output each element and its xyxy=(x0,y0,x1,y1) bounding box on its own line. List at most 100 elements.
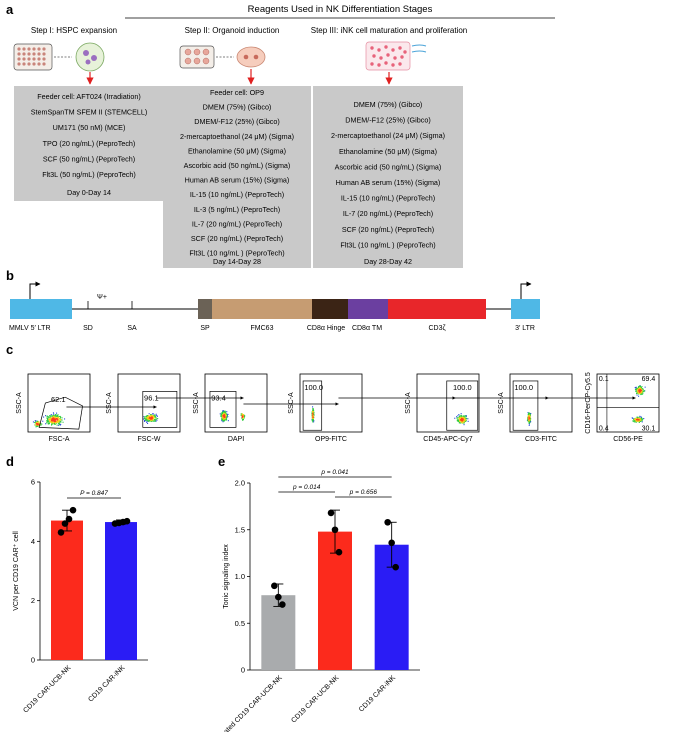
event-dot xyxy=(636,390,638,392)
event-dot xyxy=(457,419,459,421)
event-dot xyxy=(147,417,149,419)
flow-plot-frame xyxy=(416,373,480,433)
event-dot xyxy=(56,417,58,419)
event-dot xyxy=(222,418,224,420)
event-dot xyxy=(462,421,464,423)
event-dot xyxy=(35,423,37,425)
event-dot xyxy=(635,421,637,423)
event-dot xyxy=(642,418,644,420)
event-dot xyxy=(221,420,223,422)
event-dot xyxy=(52,423,54,425)
event-dot xyxy=(312,406,314,408)
well-plate-icon xyxy=(13,43,53,71)
data-point xyxy=(392,563,399,571)
event-dot xyxy=(637,419,639,421)
event-dot xyxy=(641,386,643,388)
event-dot xyxy=(241,413,243,415)
event-dot xyxy=(312,409,314,411)
quadrant-percentage: 69.4 xyxy=(642,376,656,383)
event-dot xyxy=(639,387,641,389)
flow-y-label: SSC-A xyxy=(193,392,200,414)
event-dot xyxy=(35,420,37,422)
step-3-title: Step III: iNK cell maturation and prolif… xyxy=(311,26,468,35)
data-point xyxy=(61,520,69,527)
event-dot xyxy=(225,415,227,417)
event-dot xyxy=(465,417,467,419)
event-dot xyxy=(148,413,150,415)
event-dot xyxy=(640,386,642,388)
event-dot xyxy=(641,391,643,393)
event-dot xyxy=(312,415,314,417)
event-dot xyxy=(312,416,314,418)
event-dot xyxy=(38,423,40,425)
event-dot xyxy=(146,421,148,423)
event-dot xyxy=(223,410,225,412)
step-1-reagent-list: Feeder cell: AFT024 (Irradiation) StemSpa… xyxy=(31,92,148,197)
event-dot xyxy=(244,415,246,417)
event-dot xyxy=(637,391,639,393)
event-dot xyxy=(638,390,640,392)
event-dot xyxy=(312,419,314,421)
event-dot xyxy=(52,416,54,418)
event-dot xyxy=(223,414,225,416)
event-dot xyxy=(52,420,54,422)
reagent-item: Flt3L (10 ng/mL ) (PeproTech) xyxy=(340,240,435,249)
event-dot xyxy=(45,415,47,417)
event-dot xyxy=(56,421,58,423)
event-dot xyxy=(46,419,48,421)
event-dot xyxy=(638,419,640,421)
event-dot xyxy=(146,417,148,419)
event-dot xyxy=(458,415,460,417)
event-dot xyxy=(639,385,641,387)
event-dot xyxy=(48,417,50,419)
event-dot xyxy=(46,415,48,417)
event-dot xyxy=(58,417,60,419)
event-dot xyxy=(58,416,60,418)
event-dot xyxy=(637,386,639,388)
event-dot xyxy=(53,417,55,419)
event-dot xyxy=(641,419,643,421)
flow-y-label: CD16-PerCP-Cy5.5 xyxy=(585,372,592,434)
event-dot xyxy=(51,422,53,424)
event-dot xyxy=(463,415,465,417)
panel-a-header: Reagents Used in NK Differentiation Stag… xyxy=(248,4,433,15)
flow-x-label: DAPI xyxy=(228,436,244,443)
event-dot xyxy=(225,417,227,419)
p-value-label: p = 0.014 xyxy=(292,484,321,491)
event-dot xyxy=(223,412,225,414)
event-dot xyxy=(312,411,314,413)
event-dot xyxy=(224,412,226,414)
event-dot xyxy=(640,392,642,394)
event-dot xyxy=(49,421,51,423)
reagent-item: IL-7 (20 ng/mL) (PeproTech) xyxy=(343,209,433,218)
event-dot xyxy=(639,420,641,422)
event-dot xyxy=(456,420,458,422)
event-dot xyxy=(50,414,52,416)
category-label: CD19 CAR-UCB-NK xyxy=(22,664,72,714)
event-dot xyxy=(224,415,226,417)
event-dot xyxy=(46,422,48,424)
event-dot xyxy=(55,422,57,424)
event-dot xyxy=(226,415,228,417)
event-dot xyxy=(51,415,53,417)
event-dot xyxy=(632,420,634,422)
event-dot xyxy=(640,416,642,418)
event-dot xyxy=(152,415,154,417)
event-dot xyxy=(144,420,146,422)
event-dot xyxy=(59,417,61,419)
vcn-bar-chart: 0 2 4 6 VCN per CD19 CAR⁺ cell CD19 CAR-UCB-N… xyxy=(13,478,148,715)
gate-polygon xyxy=(38,396,83,430)
reagent-item: SCF (20 ng/mL) (PeproTech) xyxy=(342,225,434,234)
panel-letter-e: e xyxy=(218,454,225,469)
event-dot xyxy=(55,423,57,425)
construct-label: 3′ LTR xyxy=(515,325,535,332)
event-dot xyxy=(57,414,59,416)
event-dot xyxy=(148,417,150,419)
quadrant-percentage: 30.1 xyxy=(642,425,656,432)
y-tick-label: 0.5 xyxy=(235,619,245,628)
reagent-item: IL-15 (10 ng/mL) (PeproTech) xyxy=(341,194,435,203)
flow-x-label: FSC-W xyxy=(138,436,161,443)
bar xyxy=(261,595,296,670)
event-dot xyxy=(641,420,643,422)
event-dot xyxy=(530,421,532,423)
